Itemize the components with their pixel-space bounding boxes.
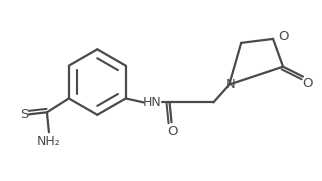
Text: O: O [167, 125, 178, 138]
Text: N: N [225, 78, 235, 91]
Text: NH₂: NH₂ [37, 135, 61, 148]
Text: O: O [278, 30, 288, 43]
Text: O: O [303, 77, 313, 90]
Text: HN: HN [143, 96, 162, 109]
Text: S: S [20, 108, 28, 121]
